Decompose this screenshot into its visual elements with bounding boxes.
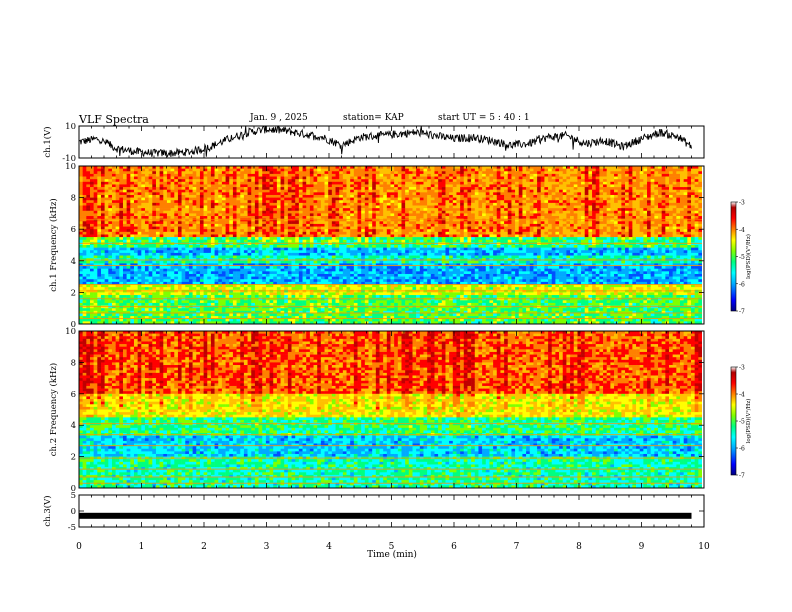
x-tick-label: 6 — [451, 542, 457, 552]
colorbar-ch2: -3 -4 -5 -6 -7 log(PSD)(V²/Hz) — [730, 365, 752, 480]
ch1-spectrogram-panel: 0 2 4 6 8 10 ch.1 Frequency (kHz) — [48, 162, 705, 330]
y-tick-label: 8 — [71, 194, 76, 204]
y-tick-label: 10 — [65, 162, 76, 172]
y-tick-label: 6 — [71, 225, 76, 235]
spectrogram-cells — [79, 331, 703, 489]
y-axis-label: ch.2 Frequency (kHz) — [48, 363, 59, 456]
colorbar-gradient — [730, 201, 737, 312]
y-tick-label: 4 — [71, 421, 76, 431]
colorbar-label: log(PSD)(V²/Hz) — [745, 234, 752, 279]
ch1-waveform-panel: 10 -10 ch.1(V) — [42, 122, 705, 164]
x-axis-label: Time (min) — [367, 549, 417, 560]
x-tick-label: 8 — [576, 542, 582, 552]
x-tick-label: 2 — [201, 542, 207, 552]
time-axis: 0 1 2 3 4 5 6 7 8 9 10 — [76, 542, 710, 552]
y-tick-label: -5 — [68, 523, 76, 533]
colorbar-gradient — [730, 366, 737, 476]
y-tick-label: 10 — [65, 122, 76, 132]
y-tick-label: -10 — [62, 154, 76, 164]
ch3-waveform-panel: 5 0 -5 ch.3(V) — [42, 491, 705, 533]
spectrogram-cells — [79, 166, 703, 325]
y-axis-label: ch.3(V) — [42, 495, 53, 526]
ch1-trace — [79, 125, 692, 158]
colorbar-label: log(PSD)(V²/Hz) — [745, 399, 752, 444]
chart-title: VLF Spectra — [79, 113, 149, 126]
x-tick-label: 1 — [139, 542, 145, 552]
y-tick-label: 0 — [71, 320, 76, 330]
x-tick-label: 0 — [76, 542, 82, 552]
y-tick-label: 8 — [71, 358, 76, 368]
x-tick-label: 7 — [514, 542, 520, 552]
y-tick-label: 6 — [71, 390, 76, 400]
station-label: station= KAP — [343, 113, 404, 123]
y-axis-label: ch.1(V) — [42, 126, 53, 157]
colorbar-tick: -5 — [739, 254, 745, 261]
ch3-trace — [79, 512, 692, 519]
colorbar-ch1: -3 -4 -5 -6 -7 log(PSD)(V²/Hz) — [730, 200, 752, 316]
y-tick-label: 5 — [71, 491, 76, 501]
y-axis-label: ch.1 Frequency (kHz) — [48, 198, 59, 291]
x-tick-label: 5 — [389, 542, 395, 552]
colorbar-tick: -5 — [739, 419, 745, 426]
start-time-label: start UT = 5 : 40 : 1 — [438, 113, 530, 123]
y-tick-label: 0 — [71, 507, 76, 517]
x-tick-label: 4 — [326, 542, 332, 552]
colorbar-tick: -3 — [739, 365, 745, 372]
colorbar-tick: -3 — [739, 200, 745, 207]
x-tick-label: 10 — [698, 542, 710, 552]
x-tick-label: 9 — [639, 542, 645, 552]
y-tick-label: 2 — [71, 288, 76, 298]
date-label: Jan. 9 , 2025 — [250, 113, 308, 123]
colorbar-tick: -6 — [739, 281, 745, 288]
x-tick-label: 3 — [264, 542, 270, 552]
colorbar-tick: -4 — [739, 227, 745, 234]
y-tick-label: 4 — [71, 257, 76, 267]
colorbar-tick: -6 — [739, 446, 745, 453]
y-tick-label: 0 — [71, 484, 76, 494]
ch2-spectrogram-panel: 0 2 4 6 8 10 ch.2 Frequency (kHz) — [48, 327, 705, 494]
y-tick-label: 10 — [65, 327, 76, 337]
colorbar-tick: -7 — [739, 473, 745, 480]
colorbar-tick: -4 — [739, 392, 745, 399]
y-tick-label: 2 — [71, 453, 76, 463]
colorbar-tick: -7 — [739, 309, 745, 316]
